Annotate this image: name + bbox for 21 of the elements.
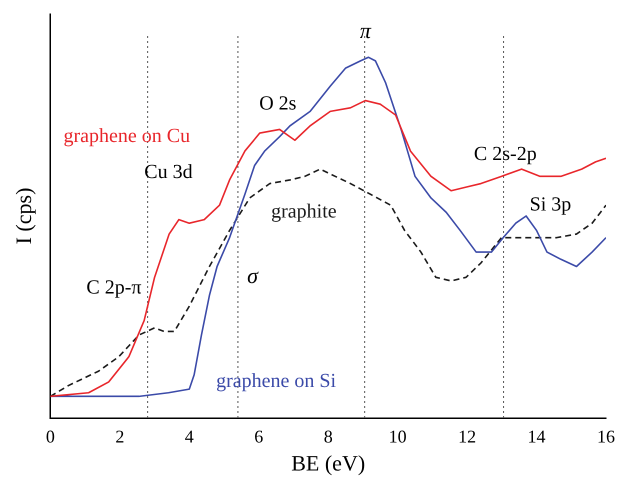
x-tick-label: 14 [528,426,546,447]
x-tick-label: 12 [458,426,476,447]
annotation: C 2s-2p [474,142,537,165]
x-tick-label: 16 [597,426,615,447]
text: graphene on Cu [63,124,190,147]
series-label: graphite [271,200,337,223]
x-axis-title: BE (eV) [291,450,366,476]
x-tick-label: 8 [324,426,333,447]
y-axis-title: I (cps) [10,188,36,244]
x-tick-label: 2 [115,426,124,447]
annotation: Cu 3d [144,160,193,183]
annotation: Si 3p [530,193,572,216]
x-tick-label: 4 [184,426,194,447]
x-tick-label: 10 [388,426,407,447]
text: π [360,18,372,43]
annotation: O 2s [259,92,297,114]
x-tick-label: 6 [254,426,264,447]
annotation: σ [247,263,260,288]
x-tick-label: 0 [46,426,55,447]
annotation: C 2p-π [86,276,142,298]
series-label: graphene on Si [216,370,337,392]
